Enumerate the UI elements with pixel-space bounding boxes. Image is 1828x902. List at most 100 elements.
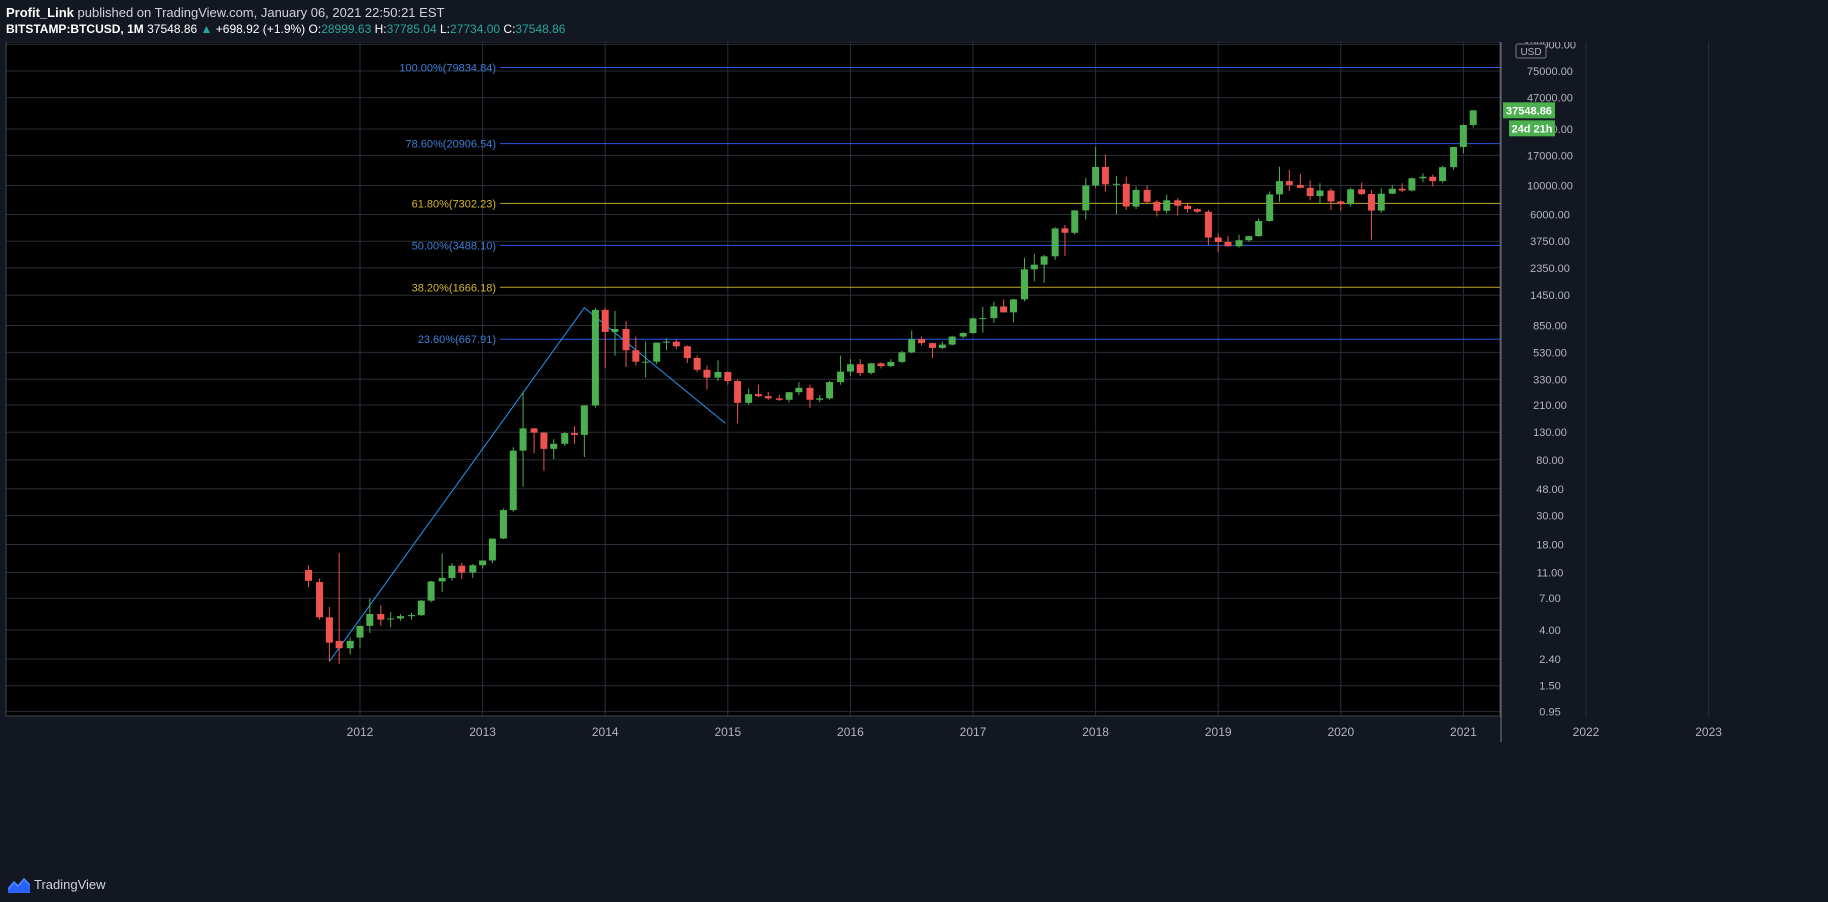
y-tick-label: 6000.00 — [1530, 210, 1570, 222]
candle-body — [1276, 181, 1283, 195]
chart-area[interactable]: 2012 2013 2014 2015 2016 2017 2018 2019 2020 2021… — [0, 39, 1828, 869]
y-tick-label: 75000.00 — [1527, 66, 1573, 78]
candle-body — [1020, 269, 1028, 300]
candle-body — [1285, 181, 1293, 185]
plot-frame — [5, 41, 1501, 717]
symbol-label[interactable]: BITSTAMP:BTCUSD, 1M — [6, 22, 144, 36]
x-tick-label: 2019 — [1205, 725, 1232, 739]
y-tick-label: 3750.00 — [1530, 236, 1570, 248]
candle-body — [1184, 205, 1192, 210]
candle-body — [1337, 201, 1345, 205]
candle-body — [377, 613, 385, 620]
candle-body — [1245, 236, 1253, 241]
high-label: H: — [374, 22, 387, 36]
currency-badge — [1515, 43, 1547, 59]
chart-header: Profit_Link published on TradingView.com… — [0, 0, 1828, 42]
low-label: L: — [440, 22, 451, 36]
published-text: published on TradingView.com, January 06… — [77, 5, 445, 20]
candle-body — [305, 569, 313, 581]
y-tick-label: 47000.00 — [1527, 93, 1573, 105]
candle-body — [672, 341, 680, 347]
candle-body — [387, 618, 395, 620]
open-value: 28999.63 — [321, 22, 372, 36]
candle-body — [622, 328, 630, 351]
last-price-label: 37548.86 — [1506, 105, 1552, 117]
change-arrow-icon: ▲ — [200, 22, 213, 36]
candle-body — [764, 396, 772, 399]
fib-level-label: 100.00%(79834.84) — [399, 62, 496, 74]
candle-body — [1347, 189, 1355, 205]
candle-body — [856, 364, 864, 373]
candle-body — [795, 387, 803, 393]
candle-body — [734, 381, 742, 403]
y-tick-label: 17000.00 — [1527, 150, 1573, 162]
y-tick-label: 18.00 — [1536, 540, 1564, 552]
fib-trend-line — [328, 306, 726, 662]
candle-body — [887, 361, 895, 367]
candle-body — [642, 361, 650, 363]
candle-body — [601, 309, 609, 332]
candle-body — [632, 350, 640, 362]
candle-body — [316, 582, 324, 618]
candle-body — [1009, 299, 1017, 313]
candle-body — [519, 428, 527, 451]
candle-body — [1153, 201, 1161, 211]
candle-body — [1459, 125, 1467, 147]
author-name[interactable]: Profit_Link — [6, 5, 74, 20]
y-tick-label: 1450.00 — [1530, 290, 1570, 302]
candle-body — [1214, 237, 1222, 242]
y-tick-label: 1.50 — [1539, 681, 1560, 693]
candle-body — [407, 615, 415, 617]
candle-body — [1358, 189, 1366, 195]
symbol-info: BITSTAMP:BTCUSD, 1M 37548.86 ▲ +698.92 (… — [6, 22, 565, 36]
candle-body — [693, 357, 701, 370]
brand-name[interactable]: TradingView — [34, 877, 106, 892]
candle-body — [346, 640, 354, 649]
candle-body — [469, 565, 477, 573]
fib-level-label: 38.20%(1666.18) — [412, 282, 496, 294]
candle-body — [1040, 256, 1048, 265]
candle-body — [611, 328, 619, 332]
candle-body — [918, 339, 926, 344]
y-tick-label: 48.00 — [1536, 484, 1564, 496]
candle-body — [867, 363, 875, 373]
y-tick-label: 2.40 — [1539, 654, 1560, 666]
candle-body — [499, 510, 507, 539]
candle-body — [816, 398, 824, 400]
candle-body — [427, 581, 435, 601]
open-label: O: — [308, 22, 322, 36]
candle-body — [1306, 187, 1314, 197]
candle-body — [703, 369, 711, 378]
y-tick-label: 210.00 — [1533, 400, 1567, 412]
price-chart[interactable]: 2012 2013 2014 2015 2016 2017 2018 2019 2020 2021… — [0, 39, 1828, 869]
candle-body — [1112, 183, 1120, 185]
y-tick-label: 0.95 — [1539, 707, 1560, 719]
candle-body — [908, 339, 916, 353]
candle-body — [591, 309, 599, 406]
candle-body — [479, 560, 487, 566]
candle-body — [509, 450, 517, 511]
candle-body — [929, 343, 937, 348]
x-tick-label: 2014 — [592, 725, 619, 739]
candle-body — [550, 443, 558, 449]
close-value: 37548.86 — [515, 22, 566, 36]
close-label: C: — [503, 22, 516, 36]
candle-body — [1388, 188, 1396, 194]
tradingview-logo-icon[interactable] — [8, 877, 30, 893]
candle-body — [396, 616, 404, 619]
candle-body — [356, 625, 364, 638]
y-tick-label: 11.00 — [1537, 568, 1564, 580]
candle-body — [1000, 306, 1008, 313]
candle-body — [1429, 176, 1437, 182]
candle-body — [458, 565, 466, 573]
candle-body — [1122, 183, 1130, 207]
candle-body — [1469, 110, 1477, 126]
candle-body — [1255, 221, 1263, 237]
candle-body — [1051, 228, 1059, 257]
candle-body — [1143, 189, 1151, 202]
candle-body — [1071, 210, 1079, 233]
candle-body — [724, 372, 732, 382]
candle-body — [366, 613, 374, 626]
candle-body — [438, 577, 446, 582]
candle-body — [745, 394, 753, 403]
